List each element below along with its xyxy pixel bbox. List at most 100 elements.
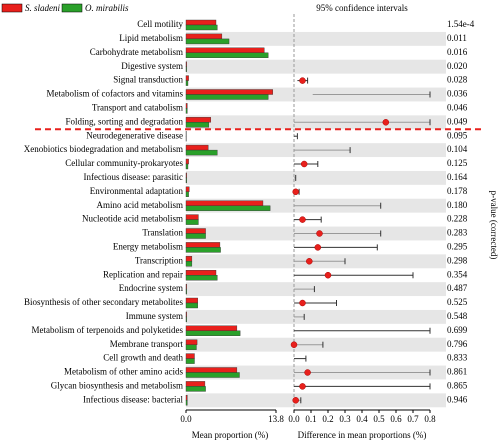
p-value: 0.011 <box>447 33 467 43</box>
row-band <box>186 59 446 74</box>
diff-point <box>300 160 308 168</box>
bar <box>185 372 240 378</box>
bar <box>185 108 188 114</box>
category-label: Transport and catabolism <box>92 102 183 112</box>
p-label: p-value (corrected) <box>489 191 499 260</box>
bar <box>185 344 197 350</box>
bar <box>185 214 199 220</box>
bar <box>185 386 206 392</box>
category-label: Translation <box>142 228 183 238</box>
row-band <box>186 393 446 408</box>
bar <box>185 80 189 86</box>
category-label: Cell growth and death <box>103 353 183 363</box>
bar <box>185 122 210 128</box>
category-label: Biosynthesis of other secondary metaboli… <box>24 297 183 307</box>
category-label: Amino acid metabolism <box>97 200 183 210</box>
diff-x-tick-label: 0.3 <box>339 414 351 424</box>
bar <box>185 38 230 45</box>
p-value: 0.283 <box>447 228 468 238</box>
bar <box>185 302 198 309</box>
p-value: 0.354 <box>447 269 468 279</box>
category-label: Environmental adaptation <box>90 186 184 196</box>
bar <box>185 75 189 81</box>
p-value: 0.865 <box>447 380 468 390</box>
p-value: 0.180 <box>447 200 468 210</box>
category-label: Energy metabolism <box>113 241 183 251</box>
bar <box>185 200 264 206</box>
bar <box>185 144 209 151</box>
p-value: 0.295 <box>447 241 468 251</box>
bar <box>185 61 187 67</box>
bar <box>185 66 187 72</box>
p-value: 0.125 <box>447 158 468 168</box>
category-label: Cell motility <box>137 19 183 29</box>
category-label: Transcription <box>135 255 184 265</box>
p-value: 0.796 <box>447 339 468 349</box>
legend-swatch <box>1 3 23 13</box>
diff-x-tick-label: 0.1 <box>305 414 316 424</box>
bar <box>185 288 187 295</box>
x-tick-label: 13.8 <box>268 414 284 424</box>
diff-x-tick-label: 0.8 <box>424 414 436 424</box>
bar <box>185 94 269 100</box>
bar <box>185 233 206 239</box>
category-label: Replication and repair <box>103 269 183 279</box>
bar <box>185 381 206 387</box>
bar <box>185 261 193 267</box>
p-value: 0.699 <box>447 325 468 335</box>
bar <box>185 367 238 373</box>
bar <box>185 191 189 198</box>
diff-axis-title: Difference in mean proportions (%) <box>298 430 427 440</box>
diff-x-tick-label: 0.2 <box>322 414 333 424</box>
bar <box>185 358 195 364</box>
bar <box>185 103 188 109</box>
p-value: 0.046 <box>447 102 468 112</box>
bar <box>185 33 223 40</box>
bar <box>185 311 187 318</box>
bar <box>185 330 241 336</box>
bar <box>185 325 238 331</box>
category-label: Xenobiotics biodegradation and metabolis… <box>24 144 183 154</box>
bar <box>185 205 271 211</box>
p-value: 0.946 <box>447 394 468 404</box>
category-label: Membrane transport <box>110 339 184 349</box>
diff-point <box>292 188 299 196</box>
p-value: 0.178 <box>447 186 468 196</box>
bar <box>185 163 189 170</box>
p-value: 0.525 <box>447 297 468 307</box>
bar <box>185 400 188 406</box>
bar <box>185 395 188 401</box>
category-label: Endocrine system <box>119 283 183 293</box>
p-value: 0.298 <box>447 255 468 265</box>
diff-point <box>299 383 306 390</box>
bar <box>185 117 211 123</box>
bar <box>185 275 218 281</box>
diff-point <box>299 77 306 84</box>
bar <box>185 283 187 290</box>
row-band <box>186 309 446 324</box>
p-value: 0.487 <box>447 283 468 293</box>
diff-title: 95% confidence intervals <box>316 3 408 13</box>
bar <box>185 339 198 345</box>
diff-x-tick-label: 0.6 <box>390 414 402 424</box>
p-value: 0.036 <box>447 89 468 99</box>
diff-point <box>299 299 306 307</box>
diff-point <box>324 271 332 279</box>
diff-point <box>292 397 299 404</box>
bar <box>185 228 206 234</box>
bar <box>185 186 190 193</box>
bar <box>185 256 193 262</box>
bar <box>185 149 218 156</box>
diff-point <box>316 230 323 237</box>
legend-label: O. mirabilis <box>85 3 129 13</box>
p-value: 0.049 <box>447 116 468 126</box>
p-value: 1.54e-4 <box>447 19 475 29</box>
bar <box>185 52 269 58</box>
p-value: 0.228 <box>447 214 468 224</box>
category-label: Metabolism of cofactors and vitamins <box>47 89 184 99</box>
p-value: 0.028 <box>447 75 468 85</box>
diff-x-tick-label: 0.7 <box>407 414 419 424</box>
bar <box>185 19 217 26</box>
diff-x-tick-label: 0.5 <box>373 414 385 424</box>
